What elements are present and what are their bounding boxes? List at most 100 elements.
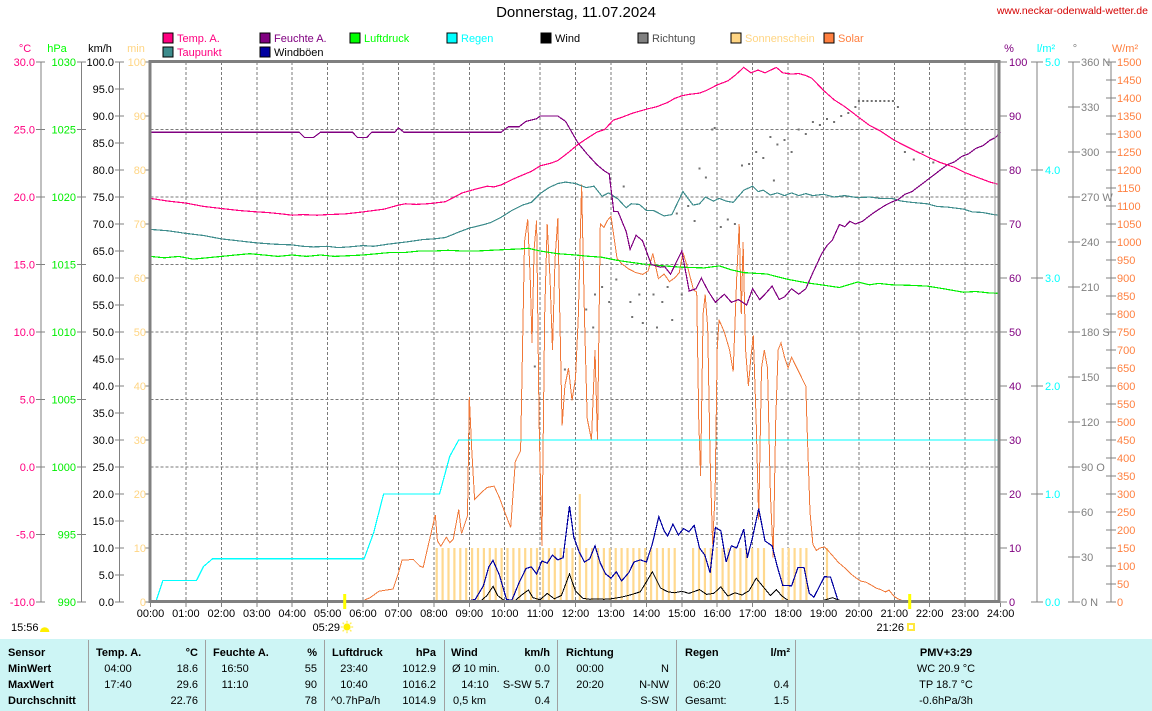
svg-text:995: 995 [58,530,76,542]
svg-text:30: 30 [1081,552,1093,564]
svg-text:1100: 1100 [1117,201,1141,213]
svg-text:www.neckar-odenwald-wetter.de: www.neckar-odenwald-wetter.de [996,5,1148,17]
svg-text:°: ° [1073,43,1077,55]
svg-text:19:00: 19:00 [810,608,838,620]
svg-text:400: 400 [1117,453,1135,465]
svg-text:1010: 1010 [52,327,76,339]
svg-text:25.0: 25.0 [14,125,35,137]
svg-text:0: 0 [1117,597,1123,609]
svg-text:0.0: 0.0 [20,462,35,474]
svg-text:90: 90 [1009,111,1021,123]
svg-text:120: 120 [1081,417,1099,429]
svg-text:10:00: 10:00 [491,608,519,620]
svg-text:650: 650 [1117,363,1135,375]
svg-text:450: 450 [1117,435,1135,447]
svg-text:min: min [127,43,145,55]
svg-text:17:00: 17:00 [739,608,767,620]
svg-text:10: 10 [134,543,146,555]
svg-text:50: 50 [134,327,146,339]
svg-text:0 N: 0 N [1081,597,1098,609]
svg-text:5.0: 5.0 [99,570,114,582]
svg-text:15:00: 15:00 [668,608,696,620]
svg-text:°C: °C [19,43,31,55]
svg-text:80: 80 [1009,165,1021,177]
svg-text:13:00: 13:00 [597,608,625,620]
svg-text:12:00: 12:00 [562,608,590,620]
svg-text:Feuchte A.: Feuchte A. [274,33,327,45]
svg-text:Temp. A.: Temp. A. [177,33,220,45]
svg-text:330: 330 [1081,102,1099,114]
svg-text:40: 40 [134,381,146,393]
svg-text:04:00: 04:00 [278,608,306,620]
svg-text:30.0: 30.0 [93,435,114,447]
svg-text:1450: 1450 [1117,75,1141,87]
svg-text:90 O: 90 O [1081,462,1105,474]
svg-text:100: 100 [1117,561,1135,573]
svg-text:30: 30 [134,435,146,447]
svg-text:90: 90 [134,111,146,123]
svg-text:700: 700 [1117,345,1135,357]
svg-text:100: 100 [1009,57,1027,69]
svg-text:10: 10 [1009,543,1021,555]
svg-text:km/h: km/h [88,43,112,55]
svg-text:24:00: 24:00 [987,608,1015,620]
svg-text:80.0: 80.0 [93,165,114,177]
svg-text:-5.0: -5.0 [16,530,35,542]
svg-text:210: 210 [1081,282,1099,294]
svg-text:Windböen: Windböen [274,47,324,59]
svg-text:95.0: 95.0 [93,84,114,96]
svg-text:20: 20 [1009,489,1021,501]
svg-text:180 S: 180 S [1081,327,1110,339]
svg-text:3.0: 3.0 [1045,273,1060,285]
svg-text:1200: 1200 [1117,165,1141,177]
svg-text:14:00: 14:00 [633,608,661,620]
svg-text:0.0: 0.0 [99,597,114,609]
svg-text:20: 20 [134,489,146,501]
svg-text:350: 350 [1117,471,1135,483]
svg-text:1020: 1020 [52,192,76,204]
svg-text:10.0: 10.0 [14,327,35,339]
svg-text:60: 60 [1081,507,1093,519]
svg-text:4.0: 4.0 [1045,165,1060,177]
svg-text:60: 60 [134,273,146,285]
svg-text:Regen: Regen [461,33,493,45]
svg-text:1500: 1500 [1117,57,1141,69]
svg-text:50: 50 [1117,579,1129,591]
svg-text:-10.0: -10.0 [10,597,35,609]
svg-text:1015: 1015 [52,260,76,272]
svg-text:W/m²: W/m² [1112,43,1139,55]
svg-text:1050: 1050 [1117,219,1141,231]
svg-text:20:00: 20:00 [845,608,873,620]
svg-text:22:00: 22:00 [916,608,944,620]
svg-text:300: 300 [1081,147,1099,159]
svg-text:1000: 1000 [1117,237,1141,249]
svg-text:900: 900 [1117,273,1135,285]
svg-text:1350: 1350 [1117,111,1141,123]
svg-text:2.0: 2.0 [1045,381,1060,393]
svg-text:21:26: 21:26 [876,622,904,634]
svg-text:90.0: 90.0 [93,111,114,123]
svg-text:65.0: 65.0 [93,246,114,258]
svg-text:70: 70 [134,219,146,231]
svg-text:20.0: 20.0 [14,192,35,204]
svg-text:20.0: 20.0 [93,489,114,501]
svg-text:270 W: 270 W [1081,192,1113,204]
svg-text:%: % [1004,43,1014,55]
svg-text:15.0: 15.0 [14,260,35,272]
svg-text:Sonnenschein: Sonnenschein [745,33,815,45]
svg-text:05:29: 05:29 [312,622,340,634]
svg-text:02:00: 02:00 [208,608,236,620]
svg-text:150: 150 [1081,372,1099,384]
svg-text:30.0: 30.0 [14,57,35,69]
svg-text:18:00: 18:00 [774,608,802,620]
svg-text:07:00: 07:00 [385,608,413,620]
svg-text:200: 200 [1117,525,1135,537]
svg-text:Luftdruck: Luftdruck [364,33,410,45]
svg-text:1000: 1000 [52,462,76,474]
svg-text:150: 150 [1117,543,1135,555]
svg-text:600: 600 [1117,381,1135,393]
svg-text:Richtung: Richtung [652,33,695,45]
svg-text:01:00: 01:00 [172,608,200,620]
svg-text:25.0: 25.0 [93,462,114,474]
svg-text:80: 80 [134,165,146,177]
